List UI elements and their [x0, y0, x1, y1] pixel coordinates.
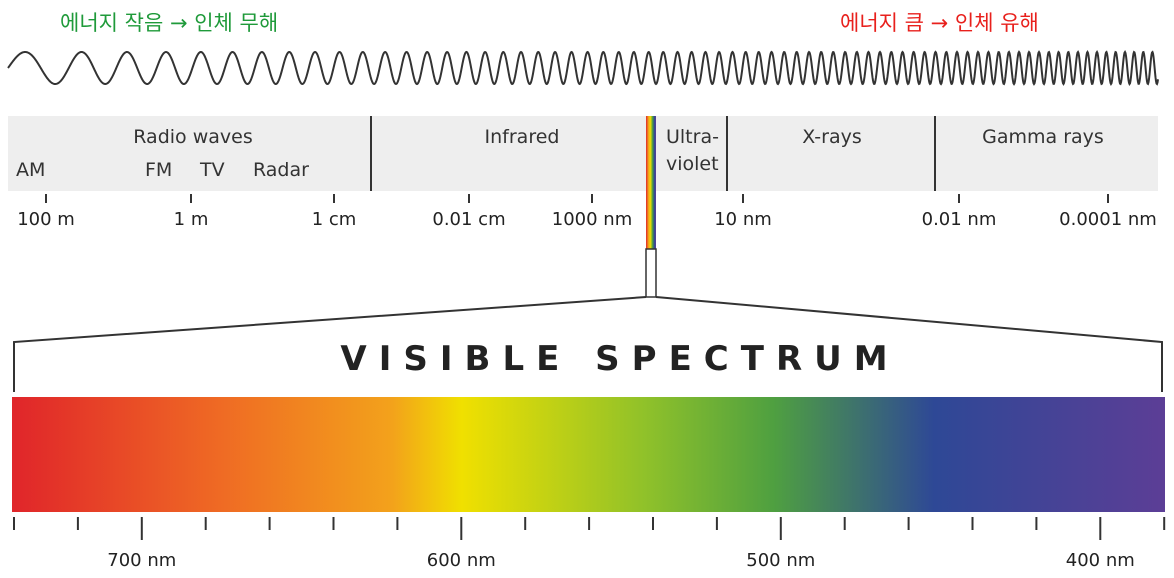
- band-gamma-rays: Gamma rays: [982, 126, 1104, 148]
- wavelength-wave: [7, 49, 1159, 87]
- band-radar: Radar: [253, 159, 309, 181]
- zoom-line-right: [655, 296, 1163, 392]
- wavelength-label: 0.01 nm: [922, 209, 997, 230]
- zoom-line-left: [13, 296, 647, 392]
- wavelength-label: 10 nm: [714, 209, 772, 230]
- visible-scale: 700 nm 600 nm 500 nm 400 nm: [13, 517, 1166, 571]
- visible-wavelength-label: 500 nm: [746, 550, 815, 571]
- band-tv: TV: [199, 159, 225, 181]
- wavelength-label: 1 m: [174, 209, 209, 230]
- band-ultraviolet-line2: violet: [666, 153, 719, 175]
- band-ultraviolet-line1: Ultra-: [666, 126, 719, 148]
- high-energy-label: 에너지 큼 → 인체 유해: [840, 11, 1039, 35]
- low-energy-label: 에너지 작음 → 인체 무해: [60, 11, 278, 35]
- band-infrared: Infrared: [485, 126, 560, 148]
- band-am: AM: [16, 159, 45, 181]
- band-xrays: X-rays: [802, 126, 862, 148]
- wavelength-label: 0.01 cm: [432, 209, 505, 230]
- band-radio-waves: Radio waves: [133, 126, 252, 148]
- wavelength-label: 0.0001 nm: [1059, 209, 1157, 230]
- visible-wavelength-label: 600 nm: [427, 550, 496, 571]
- wavelength-label: 1000 nm: [552, 209, 632, 230]
- band-strip: [8, 116, 1158, 191]
- visible-wavelength-label: 700 nm: [107, 550, 176, 571]
- visible-spectrum-title: VISIBLE SPECTRUM: [340, 339, 899, 379]
- visible-spectrum-bar: [12, 397, 1165, 512]
- wavelength-label: 1 cm: [312, 209, 357, 230]
- visible-wavelength-label: 400 nm: [1066, 550, 1135, 571]
- wavelength-scale: 100 m 1 m 1 cm 0.01 cm 1000 nm 10 nm 0.01 nm 0.…: [17, 194, 1157, 230]
- wavelength-label: 100 m: [17, 209, 75, 230]
- visible-slice-outline: [645, 248, 657, 298]
- band-fm: FM: [145, 159, 172, 181]
- visible-slice: [646, 116, 656, 249]
